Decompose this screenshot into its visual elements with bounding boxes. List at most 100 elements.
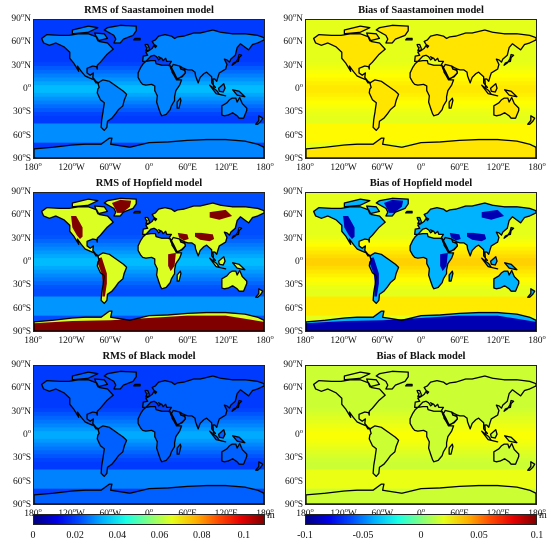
panel-title: Bias of Black model <box>376 351 466 362</box>
heatmap-band <box>34 281 264 286</box>
heatmap-band <box>34 100 264 105</box>
heatmap-band <box>34 366 264 371</box>
coastline-africa <box>137 232 183 290</box>
map-panel: Bias of Saastamoinen model <box>305 5 537 159</box>
coastline-greenland <box>375 370 409 390</box>
land-antarctica <box>306 484 536 504</box>
heatmap-band <box>34 304 264 309</box>
coastline-iceland <box>404 383 413 387</box>
heatmap-band <box>34 435 264 440</box>
heatmap-band <box>306 42 536 48</box>
heatmap-band <box>34 89 264 94</box>
heatmap-band <box>34 27 264 33</box>
coastline-new-zealand <box>527 288 536 298</box>
coastline-madagascar <box>176 97 182 109</box>
x-tick-label: 60oW <box>371 333 394 346</box>
heatmap-band <box>34 111 264 117</box>
x-tick-label: 180o <box>528 160 546 173</box>
x-tick-label: 0o <box>417 160 425 173</box>
coastline-borneo <box>489 256 498 266</box>
x-tick-label: 180o <box>296 506 314 519</box>
heatmap-band <box>34 208 264 213</box>
terrain-andes <box>97 257 107 297</box>
x-tick-label: 180o <box>528 333 546 346</box>
land-arctic-islands <box>344 372 370 380</box>
colorbar-tick-label: 0 <box>418 530 424 541</box>
heatmap-band <box>306 265 536 271</box>
x-tick-label: 180o <box>24 333 42 346</box>
land-antarctica <box>34 484 264 504</box>
heatmap-band <box>34 262 264 267</box>
heatmap-band <box>306 100 536 105</box>
heatmap-band <box>306 381 536 386</box>
heatmap-band <box>34 377 264 382</box>
x-tick-label: 180o <box>24 506 42 519</box>
coastline-australia <box>493 269 520 292</box>
heatmap-band <box>34 311 264 317</box>
heatmap-plot <box>33 365 265 505</box>
terrain-greenland-ice <box>383 199 404 213</box>
terrain-rockies <box>343 215 355 240</box>
coastline-arctic-islands <box>71 25 99 35</box>
coastline-arabia <box>170 236 187 253</box>
land-north-america <box>313 379 386 429</box>
x-tick-label: 180o <box>296 333 314 346</box>
heatmap-band <box>306 193 536 198</box>
heatmap-band <box>306 273 536 278</box>
x-tick-label: 60oE <box>450 333 469 346</box>
coastline-uk <box>144 389 151 398</box>
coastline-africa <box>137 59 183 117</box>
land-north-america <box>41 379 114 429</box>
land-eurasia <box>414 202 536 261</box>
land-madagascar <box>177 271 181 282</box>
y-tick-label: 60oS <box>284 301 303 314</box>
colorbar-tick-label: 0.1 <box>530 530 544 541</box>
heatmap-band <box>306 446 536 451</box>
heatmap-band <box>34 35 264 40</box>
coastline-africa <box>137 405 183 463</box>
panel-title: RMS of Saastamoinen model <box>84 5 214 16</box>
heatmap-band <box>306 200 536 206</box>
land-greenland <box>376 371 409 389</box>
heatmap-band <box>306 477 536 482</box>
map-panel: RMS of Saastamoinen model <box>33 5 265 159</box>
coastline-australia <box>493 96 520 119</box>
heatmap-band <box>306 461 536 467</box>
y-tick-label: 30oN <box>11 404 31 417</box>
land-south-america <box>97 79 127 131</box>
heatmap-plot <box>33 19 265 159</box>
heatmap-band <box>34 258 264 263</box>
y-tick-label: 30oN <box>11 58 31 71</box>
coastline-south-america <box>96 425 128 478</box>
terrain-tibet <box>467 232 487 242</box>
coastline-baffin <box>366 205 381 215</box>
heatmap-band <box>306 277 536 282</box>
coastline-new-zealand <box>255 461 264 471</box>
y-tick-label: 90oS <box>284 497 303 510</box>
coastline-japan <box>503 399 515 412</box>
x-tick-label: 120oW <box>330 333 357 346</box>
heatmap-band <box>34 388 264 394</box>
land-eurasia <box>142 375 264 434</box>
heatmap-band <box>34 438 264 444</box>
coastline-baffin <box>94 378 109 388</box>
heatmap-band <box>306 96 536 102</box>
coastline-africa <box>409 232 455 290</box>
y-tick-label: 30oN <box>11 231 31 244</box>
y-tick-label: 90oN <box>283 184 303 197</box>
y-tick-label: 60oS <box>284 128 303 141</box>
coastline-new-guinea <box>504 89 518 98</box>
terrain-tibet <box>195 232 215 242</box>
heatmap-band <box>306 450 536 455</box>
y-tick-label: 30oN <box>283 58 303 71</box>
land-north-america <box>313 33 386 83</box>
heatmap-band <box>34 92 264 98</box>
coastline-madagascar <box>176 443 182 455</box>
heatmap-band <box>34 465 264 471</box>
coastline-antarctica <box>306 310 536 331</box>
heatmap-plot <box>305 19 537 159</box>
coastline-baffin <box>94 205 109 215</box>
heatmap-plot <box>305 365 537 505</box>
coastline-antarctica <box>34 310 264 331</box>
coastline-madagascar <box>448 270 454 282</box>
